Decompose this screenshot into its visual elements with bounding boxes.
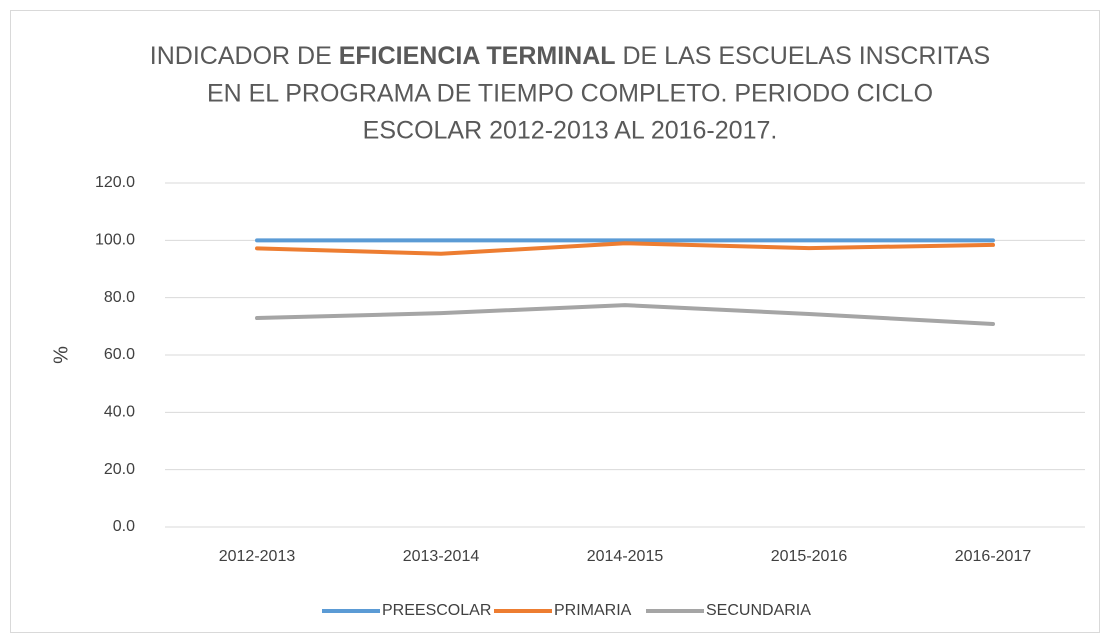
y-tick-label: 40.0 <box>104 404 135 421</box>
title-part: DE LAS ESCUELAS INSCRITAS <box>623 42 991 70</box>
series-line <box>255 303 995 327</box>
x-tick-label: 2016-2017 <box>955 548 1032 565</box>
y-axis-label: % <box>50 346 72 364</box>
y-tick-label: 120.0 <box>95 174 135 191</box>
legend-label: PRIMARIA <box>554 602 632 619</box>
legend-label: PREESCOLAR <box>382 602 491 619</box>
chart-title: EN EL PROGRAMA DE TIEMPO COMPLETO. PERIO… <box>207 80 933 108</box>
x-tick-label: 2013-2014 <box>403 548 480 565</box>
y-tick-label: 100.0 <box>95 232 135 249</box>
y-tick-label: 0.0 <box>113 518 135 535</box>
chart-title: ESCOLAR 2012-2013 AL 2016-2017. <box>363 117 778 145</box>
chart-title: INDICADOR DE EFICIENCIA TERMINAL DE LAS … <box>150 42 990 70</box>
y-tick-label: 60.0 <box>104 346 135 363</box>
title-part: INDICADOR DE <box>150 42 332 70</box>
title-part: EFICIENCIA TERMINAL <box>339 42 616 70</box>
legend-label: SECUNDARIA <box>706 602 811 619</box>
series-line <box>255 241 995 256</box>
x-tick-label: 2015-2016 <box>771 548 848 565</box>
x-tick-label: 2012-2013 <box>219 548 296 565</box>
x-tick-label: 2014-2015 <box>587 548 664 565</box>
y-tick-label: 20.0 <box>104 461 135 478</box>
y-tick-label: 80.0 <box>104 289 135 306</box>
